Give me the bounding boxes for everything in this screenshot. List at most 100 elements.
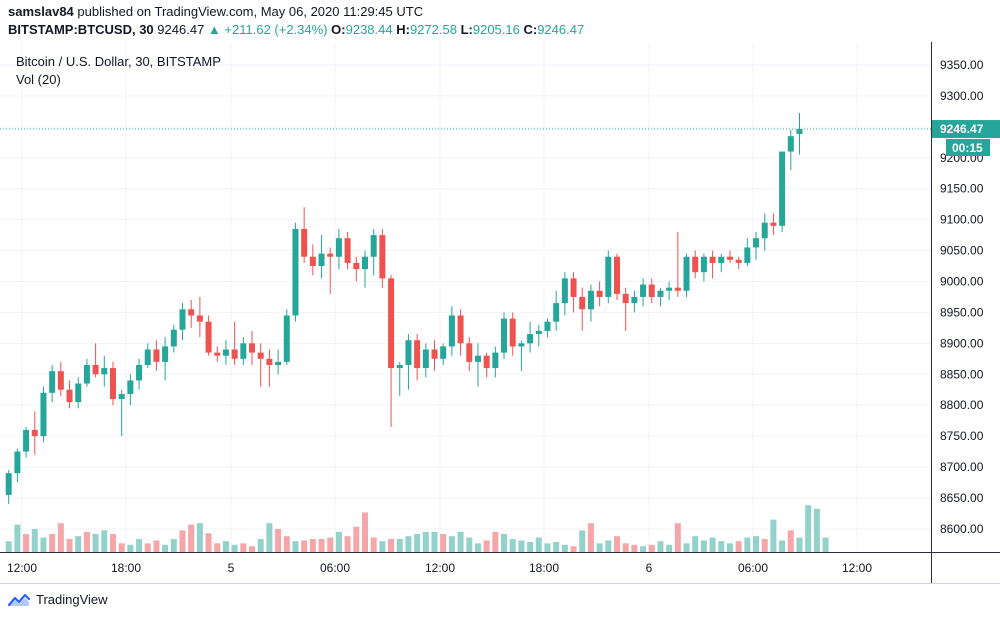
countdown-badge	[946, 139, 990, 157]
candle-body	[466, 343, 473, 362]
candle-body	[118, 394, 125, 399]
candle-body	[66, 389, 73, 403]
tradingview-footer[interactable]: TradingView	[8, 592, 108, 607]
volume-bar	[474, 543, 481, 552]
candle-body	[14, 451, 21, 474]
volume-bar	[136, 539, 143, 552]
volume-bar	[170, 539, 177, 552]
y-tick-label: 8900.00	[940, 336, 984, 350]
volume-bar	[735, 541, 742, 552]
x-tick-label: 12:00	[842, 561, 872, 575]
candle-body	[405, 340, 412, 365]
open-label: O:	[331, 22, 346, 37]
y-tick-label: 8650.00	[940, 491, 984, 505]
volume-bar	[14, 524, 21, 552]
volume-bar	[761, 539, 768, 552]
candle-body	[266, 358, 273, 365]
volume-bar	[49, 534, 56, 552]
volume-bar	[509, 539, 516, 552]
volume-bar	[718, 541, 725, 552]
publish-info: samslav84 published on TradingView.com, …	[8, 4, 423, 19]
y-tick-label: 9050.00	[940, 244, 984, 258]
candle-body	[40, 392, 47, 437]
candle-body	[222, 349, 229, 356]
candle-body	[196, 315, 203, 322]
candle-body	[648, 284, 655, 297]
candle-body	[570, 278, 577, 297]
volume-bar	[379, 541, 386, 552]
x-tick-label: 18:00	[529, 561, 559, 575]
candle-body	[327, 253, 334, 257]
chart-area[interactable]: 9350.009300.009250.009200.009150.009100.…	[0, 42, 1000, 589]
volume-bar	[483, 540, 490, 552]
candle-body	[448, 315, 455, 347]
candle-body	[257, 352, 264, 359]
volume-bar	[553, 541, 560, 552]
candle-body	[318, 253, 325, 267]
candle-body	[188, 309, 195, 316]
volume-bar	[544, 543, 551, 552]
last-price: 9246.47	[157, 22, 205, 37]
candle-body	[718, 256, 725, 263]
up-arrow-icon: ▲	[207, 22, 221, 37]
candle-body	[214, 352, 221, 356]
candle-body	[622, 293, 629, 304]
volume-bar	[222, 541, 229, 552]
candle-body	[544, 321, 551, 331]
volume-bar	[422, 531, 429, 552]
volume-bar	[640, 546, 647, 552]
candle-body	[683, 256, 690, 291]
candle-body	[501, 318, 508, 353]
open-value: 9238.44	[345, 22, 393, 37]
y-tick-label: 8700.00	[940, 460, 984, 474]
candle-body	[614, 256, 620, 294]
candle-body	[518, 343, 525, 347]
volume-legend[interactable]: Vol (20)	[16, 72, 61, 87]
symbol-label: BITSTAMP:BTCUSD, 30	[8, 22, 154, 37]
volume-bar	[205, 533, 212, 552]
candle-body	[92, 364, 99, 375]
candlestick-chart[interactable]: 9350.009300.009250.009200.009150.009100.…	[0, 42, 1000, 584]
y-tick-label: 8750.00	[940, 429, 984, 443]
volume-bar	[240, 543, 247, 552]
candle-body	[735, 259, 742, 263]
candle-body	[422, 349, 429, 369]
volume-bar	[144, 543, 151, 552]
candle-body	[57, 371, 64, 390]
volume-bar	[466, 537, 473, 552]
volume-bar	[353, 526, 360, 552]
volume-bar	[822, 537, 829, 552]
x-tick-label: 18:00	[111, 561, 141, 575]
candle-body	[179, 309, 186, 330]
candle-body	[31, 429, 38, 437]
candle-body	[292, 228, 299, 316]
price-change: +211.62 (+2.34%)	[224, 22, 328, 37]
volume-bar	[101, 530, 108, 552]
candle-body	[761, 222, 768, 239]
candle-body	[388, 278, 395, 369]
volume-bar	[301, 540, 308, 552]
volume-bar	[92, 534, 99, 552]
volume-bar	[622, 543, 629, 552]
volume-bar	[796, 537, 803, 552]
volume-bar	[196, 523, 203, 552]
volume-bar	[501, 534, 508, 552]
candle-body	[162, 346, 169, 362]
candle-body	[23, 429, 30, 452]
last-price-badge-label: 9246.47	[940, 122, 984, 136]
volume-bar	[40, 537, 47, 552]
volume-bar	[249, 546, 256, 552]
volume-bar	[805, 505, 812, 552]
volume-bar	[370, 537, 377, 552]
candle-body	[744, 247, 751, 263]
volume-bar	[614, 536, 620, 552]
candle-body	[587, 290, 594, 310]
volume-bar	[188, 524, 195, 552]
author-name[interactable]: samslav84	[8, 4, 74, 19]
candle-body	[640, 284, 647, 297]
y-tick-label: 9000.00	[940, 274, 984, 288]
volume-bar	[744, 537, 751, 552]
candle-body	[344, 238, 351, 263]
candle-body	[414, 340, 421, 369]
candle-body	[283, 315, 290, 362]
